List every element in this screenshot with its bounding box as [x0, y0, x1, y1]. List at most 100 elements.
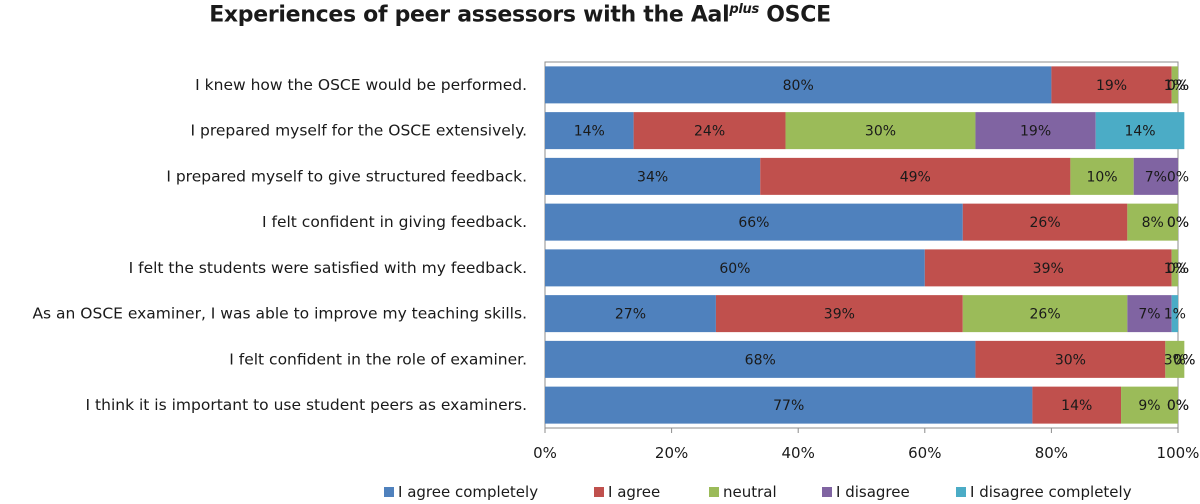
- data-label: 24%: [694, 124, 725, 140]
- category-label: I felt confident in giving feedback.: [262, 213, 527, 231]
- x-tick-label: 60%: [908, 444, 941, 462]
- legend: I agree completely I agree neutral I disagr…: [384, 483, 1132, 501]
- chart-title-suffix: OSCE: [758, 2, 831, 28]
- category-labels: I knew how the OSCE would be performed. I…: [32, 76, 527, 414]
- data-label: 1%: [1164, 261, 1186, 277]
- data-label: 80%: [783, 78, 814, 94]
- x-tick-label: 40%: [782, 444, 815, 462]
- data-label: 7%: [1145, 169, 1167, 185]
- bar-segment: [1070, 157, 1134, 195]
- data-label: 0%: [1173, 352, 1195, 368]
- x-axis-ticks: 0% 20% 40% 60% 80% 100%: [533, 428, 1199, 462]
- data-label: 0%: [1167, 169, 1189, 185]
- bar-segment: [1171, 66, 1178, 104]
- bar-segment: [1133, 157, 1178, 195]
- legend-label: I disagree completely: [970, 483, 1132, 501]
- bar-segment: [1127, 295, 1172, 333]
- bar-segment: [545, 249, 925, 287]
- category-label: As an OSCE examiner, I was able to impro…: [32, 305, 527, 323]
- data-label: 66%: [738, 215, 769, 231]
- bar-segment: [1171, 249, 1178, 287]
- bar-segment: [545, 66, 1052, 104]
- data-label: 14%: [1061, 398, 1092, 414]
- data-label: 27%: [615, 307, 646, 323]
- plot-frame: [544, 61, 1179, 429]
- data-label: 0%: [1167, 398, 1189, 414]
- category-label: I prepared myself for the OSCE extensive…: [191, 122, 528, 140]
- bar-segment: [785, 112, 976, 150]
- bar-segment: [962, 295, 1128, 333]
- data-label: 49%: [900, 169, 931, 185]
- data-label: 14%: [574, 124, 605, 140]
- data-label: 1%: [1164, 78, 1186, 94]
- data-label: 0%: [1167, 261, 1189, 277]
- bar-segment: [962, 203, 1128, 241]
- data-label: 39%: [1033, 261, 1064, 277]
- bar-segment: [975, 340, 1166, 378]
- data-label: 10%: [1086, 169, 1117, 185]
- legend-label: neutral: [723, 483, 777, 501]
- legend-swatch: [594, 487, 604, 497]
- bar-segment: [1171, 295, 1178, 333]
- category-label: I prepared myself to give structured fee…: [166, 167, 527, 185]
- data-label: 8%: [1142, 215, 1164, 231]
- legend-label: I agree completely: [398, 483, 538, 501]
- category-label: I felt the students were satisfied with …: [129, 259, 527, 277]
- legend-label: I disagree: [836, 483, 910, 501]
- data-label: 77%: [773, 398, 804, 414]
- bar-segment: [545, 295, 716, 333]
- data-label: 26%: [1030, 307, 1061, 323]
- data-label: 19%: [1096, 78, 1127, 94]
- data-label: 60%: [719, 261, 750, 277]
- data-label: 39%: [824, 307, 855, 323]
- data-label: 30%: [865, 124, 896, 140]
- legend-swatch: [956, 487, 966, 497]
- category-label: I think it is important to use student p…: [86, 396, 527, 414]
- data-label: 0%: [1167, 215, 1189, 231]
- bar-segment: [545, 340, 976, 378]
- data-label: 19%: [1020, 124, 1051, 140]
- bar-segment: [1095, 112, 1185, 150]
- bar-segment: [924, 249, 1172, 287]
- x-tick-label: 0%: [533, 444, 557, 462]
- bar-segment: [760, 157, 1071, 195]
- data-label: 3%: [1164, 352, 1186, 368]
- chart-title-superscript: plus: [729, 2, 759, 17]
- legend-label: I agree: [608, 483, 660, 501]
- data-label: 0%: [1167, 261, 1189, 277]
- data-label: 0%: [1167, 78, 1189, 94]
- legend-swatch: [709, 487, 719, 497]
- bar-segment: [545, 157, 761, 195]
- bar-segment: [975, 112, 1096, 150]
- data-label: 0%: [1167, 78, 1189, 94]
- data-label: 26%: [1030, 215, 1061, 231]
- bar-segment: [545, 112, 634, 150]
- bar-segment: [1165, 340, 1185, 378]
- data-label: 0%: [1167, 398, 1189, 414]
- x-tick-label: 20%: [655, 444, 688, 462]
- x-tick-label: 80%: [1035, 444, 1068, 462]
- data-label: 68%: [745, 352, 776, 368]
- bar-segment: [1127, 203, 1178, 241]
- data-label: 14%: [1124, 124, 1155, 140]
- plot-area-border: [544, 61, 1179, 429]
- data-label: 0%: [1173, 352, 1195, 368]
- bars-group: 80% 19% 1%0%0%14% 24% 30% 19% 14%34% 49% 10% 7% 0%…: [545, 66, 1195, 424]
- bar-segment: [715, 295, 963, 333]
- legend-swatch: [822, 487, 832, 497]
- data-label: 1%: [1164, 307, 1186, 323]
- legend-swatch: [384, 487, 394, 497]
- category-label: I knew how the OSCE would be performed.: [195, 76, 527, 94]
- data-label: 7%: [1138, 307, 1160, 323]
- bar-segment: [545, 203, 963, 241]
- bar-segment: [1051, 66, 1172, 104]
- bar-segment: [633, 112, 786, 150]
- bar-segment: [545, 386, 1033, 424]
- data-label: 30%: [1055, 352, 1086, 368]
- data-label: 34%: [637, 169, 668, 185]
- chart-title-main: Experiences of peer assessors with the A…: [209, 2, 730, 28]
- chart-title: Experiences of peer assessors with the A…: [0, 2, 1040, 27]
- bar-segment: [1121, 386, 1178, 424]
- data-label: 0%: [1167, 215, 1189, 231]
